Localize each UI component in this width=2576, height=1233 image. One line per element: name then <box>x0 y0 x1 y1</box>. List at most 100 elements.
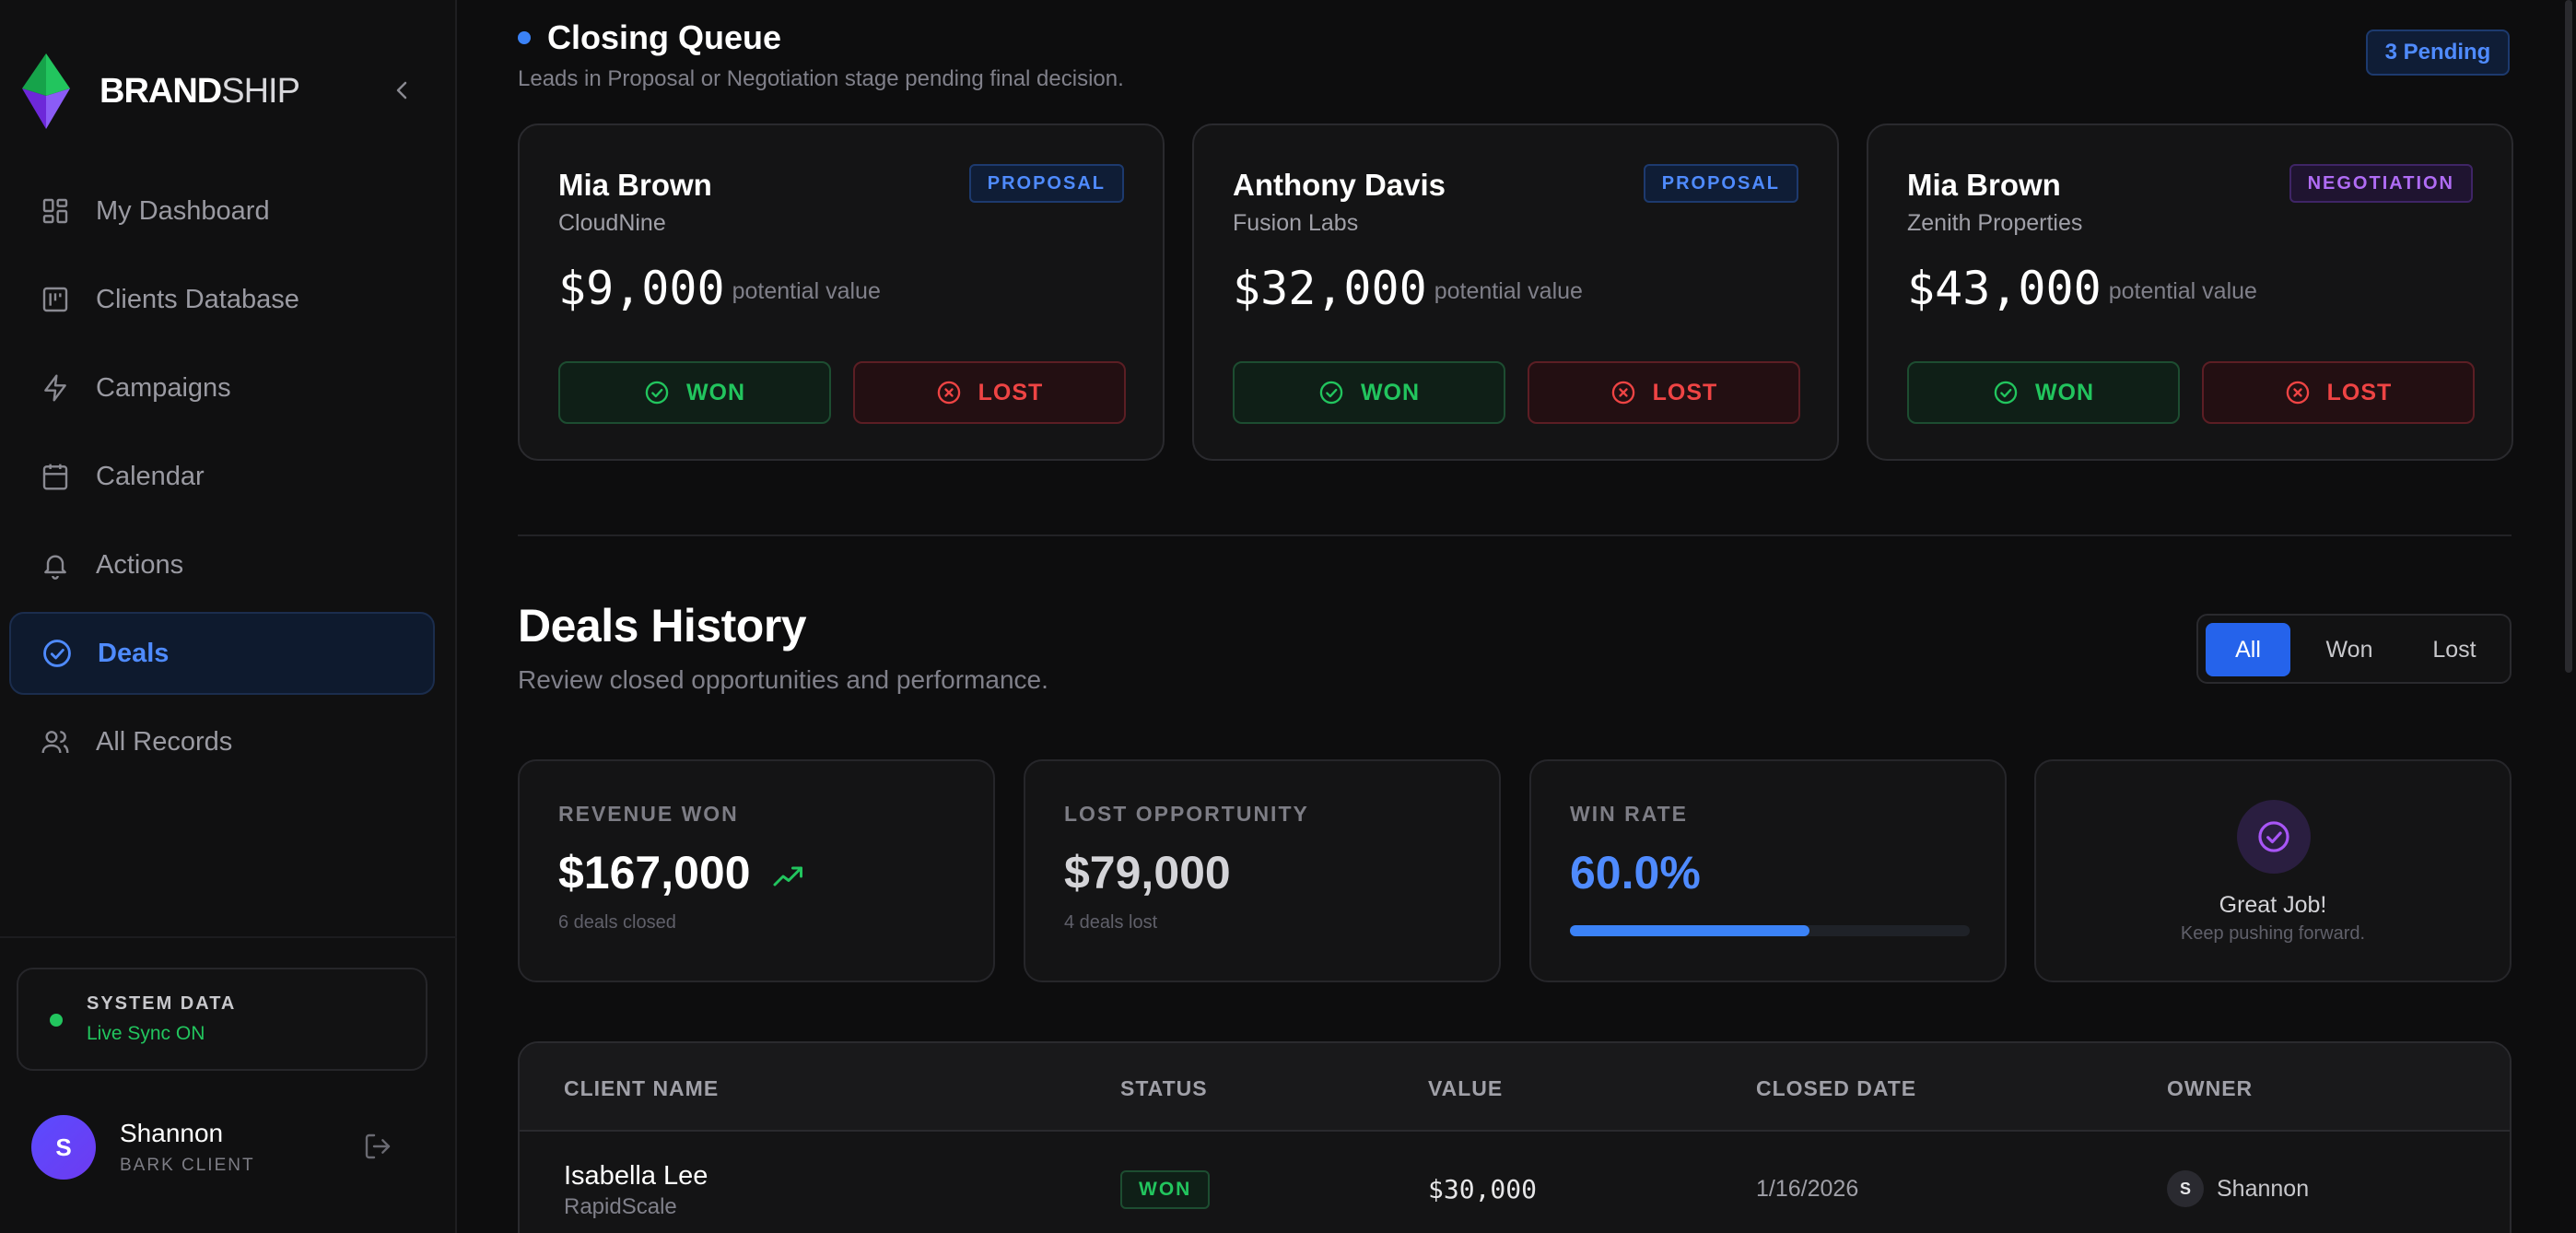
pending-count-badge: 3 Pending <box>2366 29 2510 76</box>
owner-name: Shannon <box>2217 1176 2310 1202</box>
check-circle-icon <box>1994 381 2018 405</box>
sidebar-item-label: Actions <box>96 549 184 580</box>
win-rate-card: WIN RATE 60.0% <box>1529 759 2007 982</box>
great-job-subtitle: Keep pushing forward. <box>2180 923 2366 944</box>
client-company: RapidScale <box>564 1194 677 1219</box>
lost-label: LOST <box>1652 379 1718 405</box>
sidebar-item-my-dashboard[interactable]: My Dashboard <box>9 170 435 252</box>
sidebar-item-label: Clients Database <box>96 284 299 314</box>
column-header-value[interactable]: VALUE <box>1428 1076 1504 1100</box>
sidebar-nav: My Dashboard Clients Database Campaigns … <box>9 170 435 789</box>
mark-lost-button[interactable]: LOST <box>1528 361 1800 424</box>
win-rate-progress <box>1570 925 1970 936</box>
table-header: CLIENT NAME STATUS VALUE CLOSED DATE OWN… <box>520 1043 2510 1132</box>
deals-filter-toggle: All Won Lost <box>2196 614 2512 684</box>
lightning-icon <box>39 371 72 405</box>
live-status-dot <box>50 1014 63 1027</box>
lead-company: CloudNine <box>558 210 666 236</box>
revenue-won-card: REVENUE WON $167,000 6 deals closed <box>518 759 995 982</box>
column-header-client-name[interactable]: CLIENT NAME <box>564 1076 720 1100</box>
logout-icon <box>365 1133 391 1159</box>
stat-label: REVENUE WON <box>558 802 739 826</box>
closing-queue-title: Closing Queue <box>547 18 782 56</box>
brandship-logo-icon <box>22 53 70 129</box>
potential-value-label: potential value <box>1434 278 1583 304</box>
sidebar-divider <box>0 936 457 938</box>
lost-label: LOST <box>978 379 1044 405</box>
stat-label: WIN RATE <box>1570 802 1689 826</box>
column-header-status[interactable]: STATUS <box>1120 1076 1208 1100</box>
potential-value-label: potential value <box>2108 278 2257 304</box>
brand-logo[interactable]: BRANDSHIP <box>22 53 300 129</box>
great-job-title: Great Job! <box>2219 892 2327 918</box>
sidebar-item-campaigns[interactable]: Campaigns <box>9 346 435 429</box>
chevron-left-icon <box>396 81 407 100</box>
sidebar-item-clients-database[interactable]: Clients Database <box>9 258 435 341</box>
database-icon <box>39 283 72 316</box>
mark-won-button[interactable]: WON <box>1233 361 1505 424</box>
mark-won-button[interactable]: WON <box>558 361 831 424</box>
stat-note: 4 deals lost <box>1064 912 1158 933</box>
x-circle-icon <box>937 381 960 405</box>
sidebar-item-label: Campaigns <box>96 372 231 403</box>
brand-name: BRANDSHIP <box>100 71 300 111</box>
filter-all-button[interactable]: All <box>2206 623 2290 676</box>
scrollbar-thumb[interactable] <box>2565 0 2572 673</box>
stat-label: LOST OPPORTUNITY <box>1064 802 1309 826</box>
column-header-closed-date[interactable]: CLOSED DATE <box>1756 1076 1917 1100</box>
check-circle-icon <box>41 637 74 670</box>
mark-lost-button[interactable]: LOST <box>2202 361 2475 424</box>
collapse-sidebar-button[interactable] <box>385 74 418 107</box>
stat-value: $79,000 <box>1064 847 1231 898</box>
lead-company: Zenith Properties <box>1907 210 2083 236</box>
deal-value: $30,000 <box>1428 1174 1538 1204</box>
sidebar-item-all-records[interactable]: All Records <box>9 700 435 783</box>
client-name: Isabella Lee <box>564 1161 708 1191</box>
won-label: WON <box>1360 379 1421 405</box>
potential-value: $43,000 potential value <box>1907 262 2257 315</box>
stat-note: 6 deals closed <box>558 912 676 933</box>
closed-date: 1/16/2026 <box>1756 1176 1859 1202</box>
calendar-icon <box>39 460 72 493</box>
closing-queue-subtitle: Leads in Proposal or Negotiation stage p… <box>518 66 1124 91</box>
system-data-status: SYSTEM DATA Live Sync ON <box>17 968 427 1071</box>
x-circle-icon <box>2286 381 2309 405</box>
stage-badge: PROPOSAL <box>968 164 1124 203</box>
stage-badge: NEGOTIATION <box>2289 164 2473 203</box>
sidebar-item-actions[interactable]: Actions <box>9 523 435 606</box>
deals-history-title: Deals History <box>518 600 807 652</box>
lost-opportunity-card: LOST OPPORTUNITY $79,000 4 deals lost <box>1024 759 1501 982</box>
sidebar-item-deals[interactable]: Deals <box>9 612 435 695</box>
sidebar-item-calendar[interactable]: Calendar <box>9 435 435 518</box>
sidebar-item-label: My Dashboard <box>96 195 270 226</box>
lead-name: Mia Brown <box>1907 168 2061 202</box>
lead-company: Fusion Labs <box>1233 210 1359 236</box>
check-circle-icon <box>1319 381 1343 405</box>
mark-lost-button[interactable]: LOST <box>853 361 1126 424</box>
closing-queue-dot <box>518 31 531 44</box>
status-badge: WON <box>1120 1170 1211 1209</box>
deals-table: CLIENT NAME STATUS VALUE CLOSED DATE OWN… <box>518 1041 2512 1233</box>
sidebar-item-label: Calendar <box>96 461 205 491</box>
filter-lost-button[interactable]: Lost <box>2432 636 2476 663</box>
stage-badge: PROPOSAL <box>1643 164 1798 203</box>
column-header-owner[interactable]: OWNER <box>2167 1076 2254 1100</box>
win-rate-progress-fill <box>1570 925 1810 936</box>
user-role: BARK CLIENT <box>120 1156 255 1175</box>
potential-value-label: potential value <box>732 278 881 304</box>
lead-name: Mia Brown <box>558 168 712 202</box>
filter-won-button[interactable]: Won <box>2325 636 2373 663</box>
sidebar-item-label: All Records <box>96 726 233 757</box>
bell-icon <box>39 548 72 581</box>
logout-button[interactable] <box>363 1132 396 1165</box>
closing-card: Mia Brown Zenith Properties NEGOTIATION … <box>1867 123 2513 461</box>
main-scrollbar[interactable] <box>2561 0 2576 673</box>
user-name: Shannon <box>120 1119 224 1147</box>
dashboard-icon <box>39 194 72 228</box>
mark-won-button[interactable]: WON <box>1907 361 2180 424</box>
avatar[interactable]: S <box>31 1115 96 1180</box>
stat-value: $167,000 <box>558 846 805 899</box>
x-circle-icon <box>1611 381 1634 405</box>
main-content: Closing Queue Leads in Proposal or Negot… <box>459 0 2576 1233</box>
lost-label: LOST <box>2326 379 2393 405</box>
